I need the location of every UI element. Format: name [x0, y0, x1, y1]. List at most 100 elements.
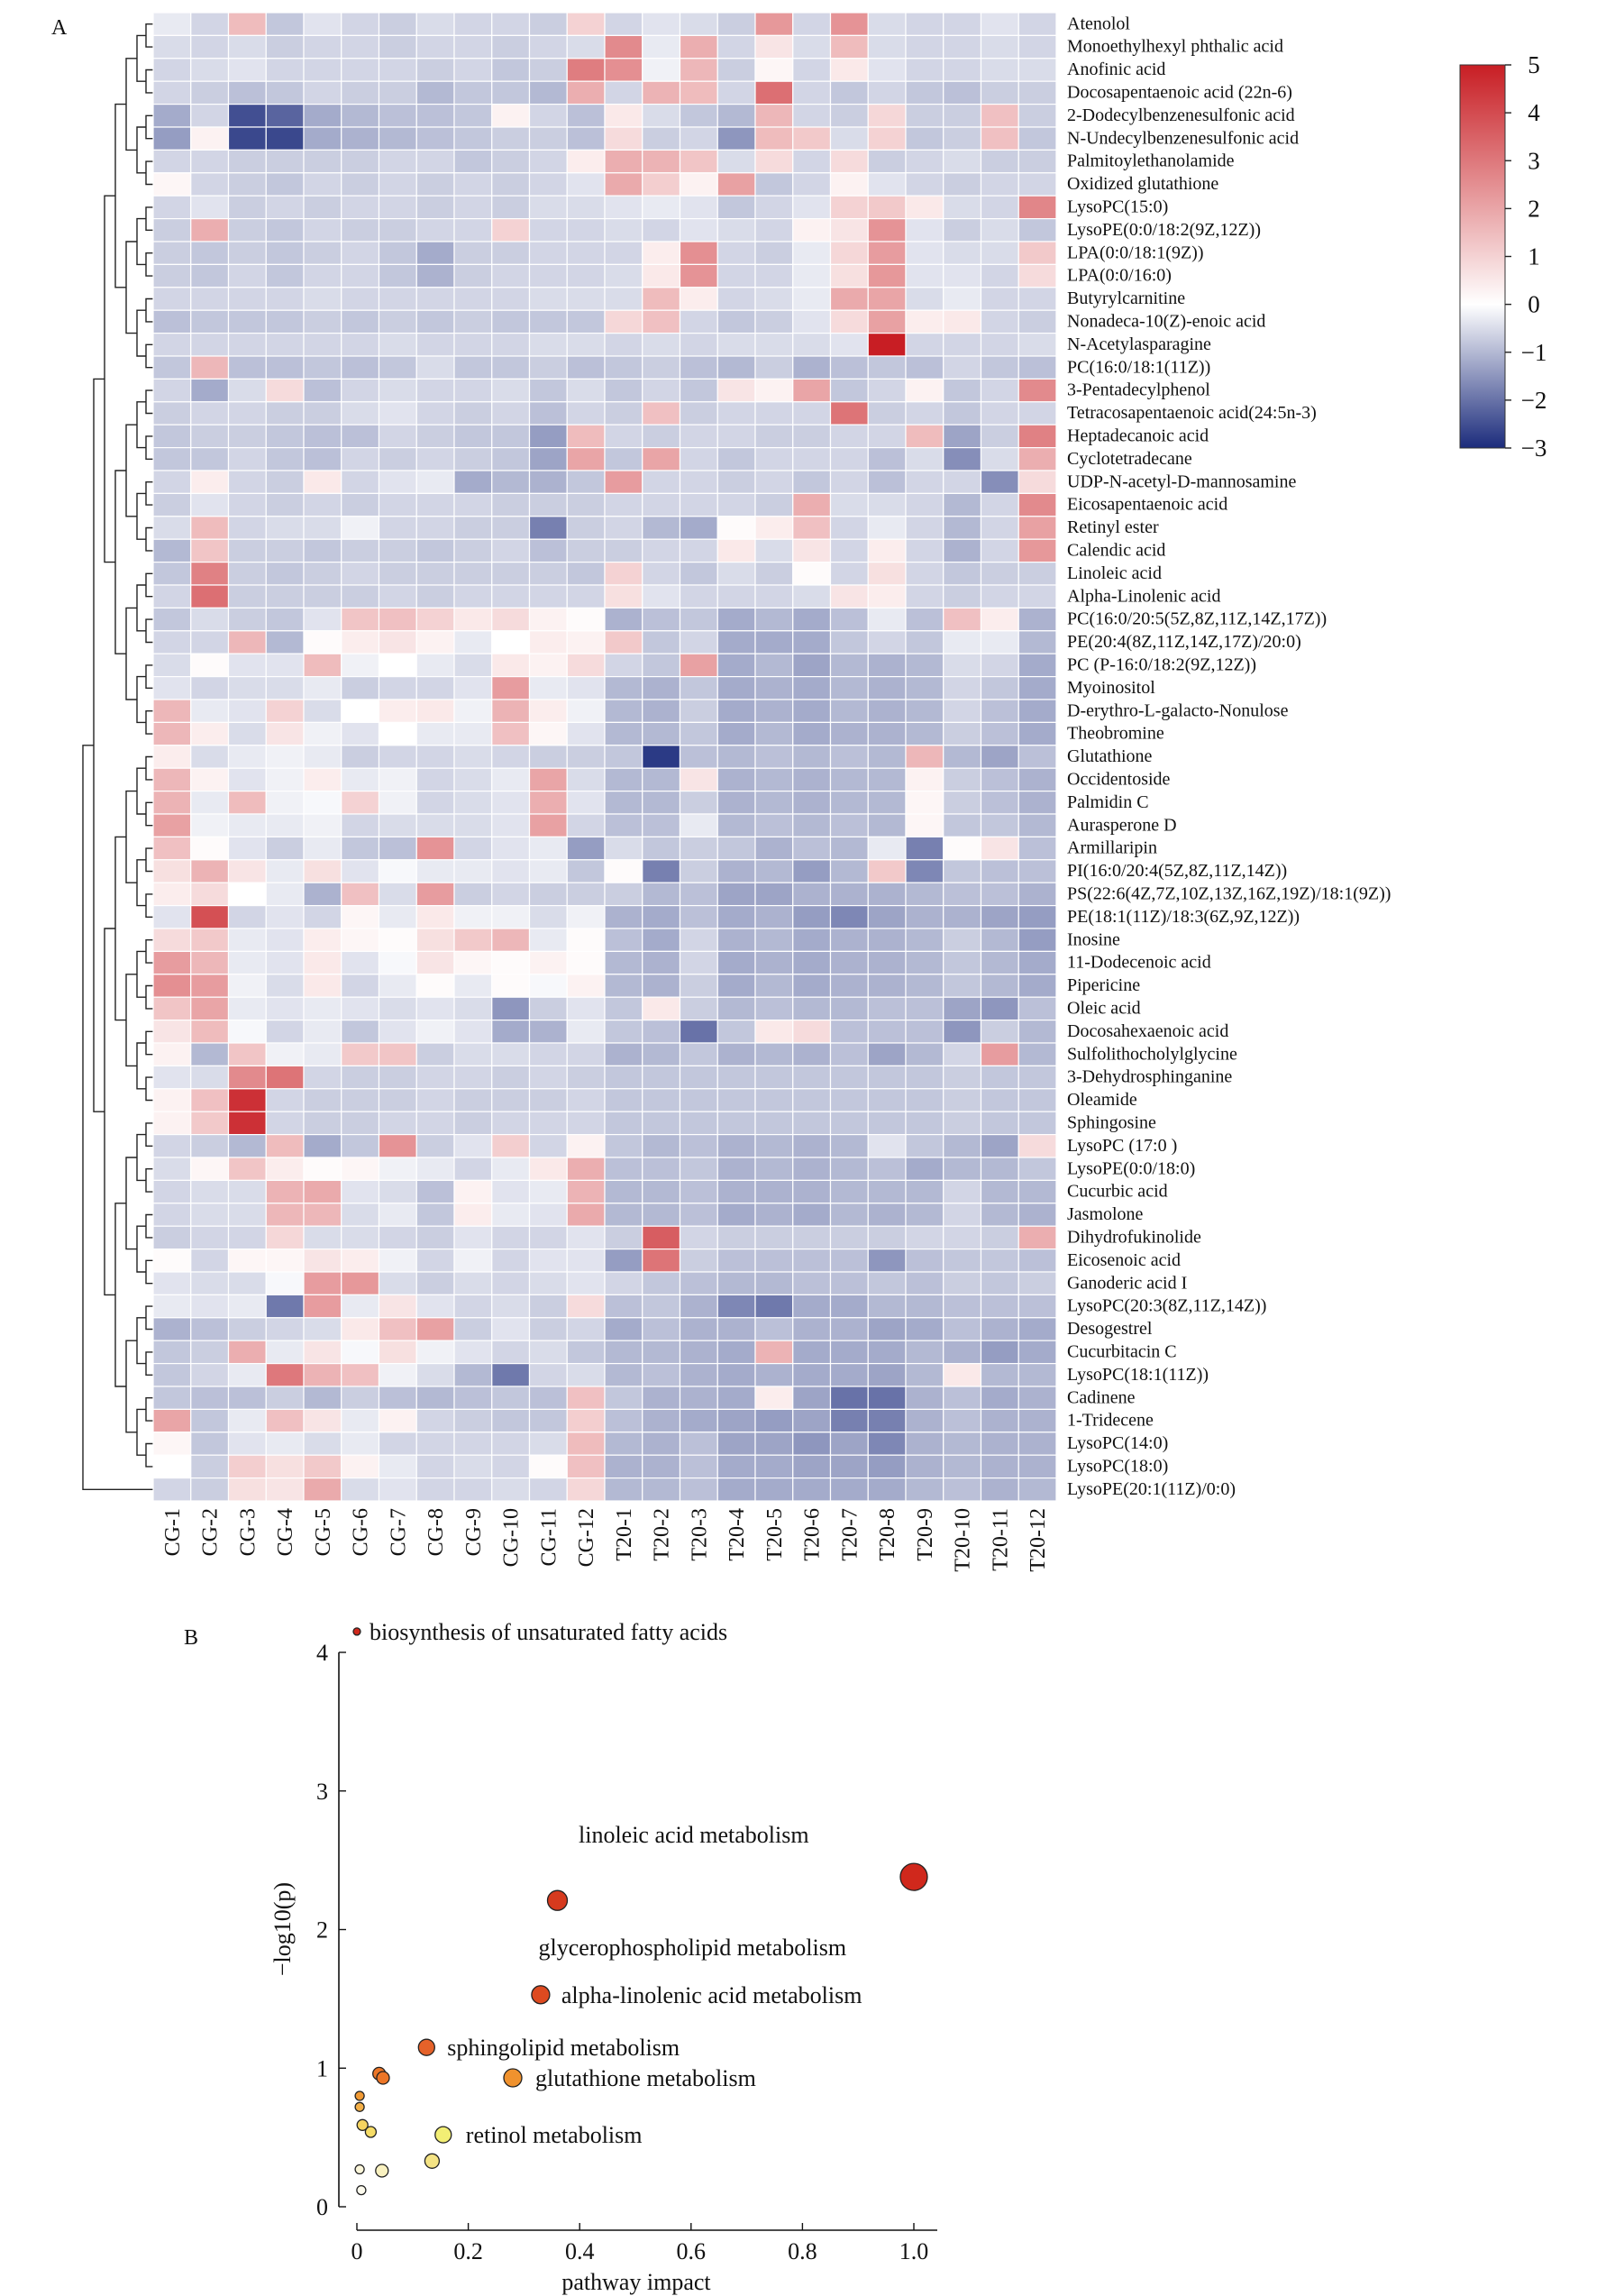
heatmap-cell: [679, 1042, 718, 1066]
heatmap-cell: [1017, 401, 1057, 425]
heatmap-cell: [378, 745, 417, 769]
heatmap-cell: [378, 447, 417, 471]
heatmap-cell: [829, 996, 869, 1021]
heatmap-cell: [679, 1408, 718, 1433]
heatmap-cell: [980, 790, 1019, 815]
heatmap-cell: [415, 309, 455, 334]
heatmap-cell: [754, 813, 794, 837]
heatmap-cell: [227, 745, 267, 769]
heatmap-cell: [341, 950, 380, 975]
heatmap-cell: [491, 401, 531, 425]
pathway-label: retinol metabolism: [466, 2122, 643, 2148]
heatmap-cell: [341, 309, 380, 334]
heatmap-cell: [716, 355, 756, 380]
heatmap-cell: [227, 1386, 267, 1410]
heatmap-cell: [867, 1454, 907, 1479]
heatmap-cell: [867, 172, 907, 197]
heatmap-cell: [980, 1408, 1019, 1433]
heatmap-cell: [905, 996, 944, 1021]
heatmap-cell: [642, 950, 681, 975]
heatmap-cell: [905, 584, 944, 608]
heatmap-cell: [491, 721, 531, 746]
heatmap-cell: [754, 470, 794, 494]
heatmap-cell: [227, 1248, 267, 1273]
heatmap-cell: [943, 1271, 982, 1295]
heatmap-cell: [491, 1133, 531, 1158]
heatmap-cell: [754, 1317, 794, 1341]
heatmap-cell: [227, 1340, 267, 1365]
heatmap-cell: [943, 309, 982, 334]
heatmap-cell: [152, 424, 192, 449]
heatmap-cell: [453, 1248, 493, 1273]
heatmap-cell: [378, 1225, 417, 1250]
heatmap-cell: [716, 745, 756, 769]
heatmap-cell: [943, 424, 982, 449]
heatmap-cell: [491, 1203, 531, 1227]
heatmap-cell: [679, 1225, 718, 1250]
heatmap-cell: [453, 309, 493, 334]
heatmap-cell: [754, 1019, 794, 1044]
heatmap-cell: [792, 355, 832, 380]
heatmap-cell: [378, 561, 417, 586]
heatmap-cell: [716, 1454, 756, 1479]
heatmap-cell: [792, 1408, 832, 1433]
heatmap-cell: [604, 1340, 643, 1365]
heatmap-cell: [378, 1065, 417, 1090]
heatmap-cell: [453, 675, 493, 700]
heatmap-cell: [528, 653, 568, 678]
heatmap-cell: [566, 172, 606, 197]
heatmap-cell: [491, 218, 531, 242]
heatmap-row-label: Tetracosapentaenoic acid(24:5n-3): [1067, 403, 1317, 423]
heatmap-cell: [943, 287, 982, 311]
heatmap-cell: [265, 561, 305, 586]
heatmap-cell: [491, 836, 531, 861]
heatmap-column-label: T20-8: [876, 1508, 899, 1561]
heatmap-cell: [905, 813, 944, 837]
pathway-label: alpha-linolenic acid metabolism: [561, 1982, 862, 2008]
heatmap-cell: [341, 1133, 380, 1158]
heatmap-cell: [265, 699, 305, 723]
heatmap-cell: [1017, 790, 1057, 815]
heatmap-cell: [491, 1019, 531, 1044]
heatmap-cell: [1017, 813, 1057, 837]
heatmap-cell: [265, 1271, 305, 1295]
heatmap-cell: [980, 1271, 1019, 1295]
heatmap-cell: [152, 675, 192, 700]
heatmap-cell: [679, 492, 718, 517]
heatmap-cell: [227, 424, 267, 449]
heatmap-column-label: T20-6: [801, 1508, 825, 1561]
heatmap-cell: [604, 263, 643, 288]
heatmap-cell: [792, 813, 832, 837]
heatmap-cell: [303, 447, 342, 471]
heatmap-cell: [453, 813, 493, 837]
heatmap-cell: [415, 584, 455, 608]
heatmap-cell: [415, 561, 455, 586]
heatmap-cell: [453, 974, 493, 998]
heatmap-cell: [905, 195, 944, 220]
heatmap-cell: [679, 607, 718, 632]
heatmap-cell: [491, 80, 531, 105]
heatmap-cell: [152, 470, 192, 494]
heatmap-cell: [716, 58, 756, 82]
heatmap-cell: [754, 699, 794, 723]
heatmap-cell: [1017, 1454, 1057, 1479]
heatmap-cell: [152, 790, 192, 815]
heatmap-cell: [604, 333, 643, 357]
heatmap-cell: [227, 1133, 267, 1158]
heatmap-cell: [152, 584, 192, 608]
heatmap-cell: [716, 1203, 756, 1227]
heatmap-cell: [792, 882, 832, 907]
heatmap-cell: [642, 1408, 681, 1433]
heatmap-cell: [190, 1248, 230, 1273]
heatmap-cell: [265, 1386, 305, 1410]
heatmap-cell: [679, 928, 718, 952]
heatmap-cell: [303, 333, 342, 357]
heatmap-cell: [980, 1019, 1019, 1044]
heatmap-cell: [528, 1408, 568, 1433]
heatmap-cell: [905, 172, 944, 197]
heatmap-cell: [303, 149, 342, 174]
heatmap-cell: [190, 218, 230, 242]
colorbar-tick-label: 3: [1528, 147, 1540, 174]
heatmap-cell: [943, 12, 982, 36]
